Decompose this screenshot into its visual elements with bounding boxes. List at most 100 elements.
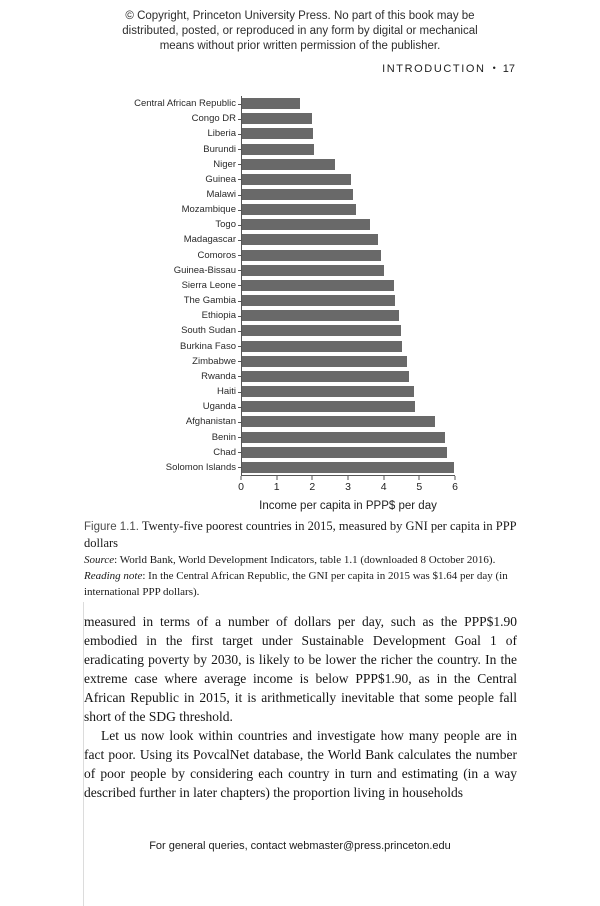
copyright-line: distributed, posted, or reproduced in an… [122, 25, 478, 37]
body-paragraph-2: Let us now look within countries and inv… [84, 728, 517, 800]
chart-row: Congo DR [84, 111, 456, 127]
bar-south-sudan [242, 325, 401, 337]
figure-source: Source: World Bank, World Development In… [84, 552, 520, 568]
bar-liberia [242, 128, 313, 140]
plot-cell [238, 202, 456, 218]
plot-cell [238, 96, 456, 112]
chart-row: Guinea [84, 171, 456, 187]
country-label: Haiti [216, 386, 236, 398]
chart-row: South Sudan [84, 323, 456, 339]
x-tick-mark [240, 475, 242, 480]
country-label: Madagascar [183, 234, 236, 246]
copyright-line: means without prior written permission o… [159, 40, 441, 52]
bar-niger [242, 158, 335, 170]
chart-rows: Central African Republic Congo DR Liberia B… [84, 96, 456, 475]
country-label: Guinea-Bissau [173, 264, 236, 276]
country-label: Comoros [197, 249, 236, 261]
chart-row: Zimbabwe [84, 353, 456, 369]
plot-cell [238, 429, 456, 445]
plot-cell [238, 186, 456, 203]
chart-row: Ethiopia [84, 308, 456, 324]
chart-row: Central African Republic [84, 96, 456, 112]
reading-note-label: Reading note [84, 570, 143, 582]
bar-solomon-islands [242, 461, 455, 473]
country-label: Sierra Leone [181, 279, 236, 291]
figure-label: Figure 1.1. [84, 521, 139, 533]
plot-cell [238, 141, 456, 157]
bar-central-african-republic [242, 98, 301, 110]
country-label: Burundi [203, 143, 236, 155]
chart-row: Liberia [84, 126, 456, 142]
country-label: Liberia [207, 128, 236, 140]
copyright-line: © Copyright, Princeton University Press.… [125, 10, 475, 22]
bar-burkina-faso [242, 340, 402, 352]
plot-cell [238, 353, 456, 369]
bar-sierra-leone [242, 279, 394, 291]
bar-malawi [242, 189, 353, 201]
bar-mozambique [242, 204, 357, 216]
bar-benin [242, 431, 446, 443]
chart-row: Malawi [84, 186, 456, 203]
country-label: Afghanistan [185, 416, 236, 428]
x-tick-mark [418, 475, 420, 480]
chart-row: Burundi [84, 141, 456, 157]
country-label: South Sudan [181, 325, 236, 337]
page-number: 17 [502, 63, 515, 75]
running-head: INTRODUCTION • 17 [382, 63, 515, 75]
bar-afghanistan [242, 416, 436, 428]
copyright-notice: © Copyright, Princeton University Press.… [0, 9, 600, 54]
country-label: Benin [211, 431, 236, 443]
x-tick-mark [276, 475, 278, 480]
chart-row: Burkina Faso [84, 338, 456, 354]
plot-cell [238, 323, 456, 339]
bar-congo-dr [242, 113, 313, 125]
x-tick-mark [347, 475, 349, 480]
bar-togo [242, 219, 371, 231]
chart-row: Rwanda [84, 368, 456, 384]
figure-caption: Figure 1.1. Twenty-five poorest countrie… [84, 518, 520, 600]
country-label: Niger [213, 158, 236, 170]
chart-row: Haiti [84, 383, 456, 400]
chart-row: Togo [84, 217, 456, 233]
country-label: Solomon Islands [165, 461, 236, 473]
plot-cell [238, 383, 456, 400]
chart-row: Afghanistan [84, 414, 456, 430]
bar-ethiopia [242, 310, 400, 322]
plot-cell [238, 444, 456, 460]
chart-row: The Gambia [84, 293, 456, 309]
chart-row: Madagascar [84, 232, 456, 248]
plot-cell [238, 217, 456, 233]
chart-row: Guinea-Bissau [84, 262, 456, 278]
plot-cell [238, 171, 456, 187]
country-label: Mozambique [181, 204, 236, 216]
x-tick-mark [454, 475, 456, 480]
x-tick-label: 6 [452, 480, 458, 493]
footer-queries-note: For general queries, contact webmaster@p… [149, 840, 451, 852]
country-label: Malawi [206, 189, 236, 201]
bar-zimbabwe [242, 355, 408, 367]
plot-cell [238, 277, 456, 294]
bar-guinea-bissau [242, 264, 384, 276]
bar-guinea [242, 173, 351, 185]
x-tick-label: 5 [416, 480, 423, 493]
country-label: Togo [215, 219, 236, 231]
country-label: The Gambia [183, 295, 236, 307]
running-head-separator: • [492, 63, 496, 73]
x-tick-mark [311, 475, 313, 480]
plot-cell [238, 126, 456, 142]
bar-haiti [242, 386, 414, 398]
chart-row: Solomon Islands [84, 459, 456, 475]
chart-row: Chad [84, 444, 456, 460]
plot-cell [238, 399, 456, 415]
bar-burundi [242, 143, 314, 155]
plot-cell [238, 368, 456, 384]
bar-chad [242, 446, 447, 458]
chart-row: Comoros [84, 247, 456, 263]
plot-cell [238, 293, 456, 309]
bar-comoros [242, 249, 382, 261]
country-label: Central African Republic [134, 98, 236, 110]
source-text: : World Bank, World Development Indicato… [114, 554, 496, 566]
x-tick-label: 2 [309, 480, 316, 493]
plot-cell [238, 247, 456, 263]
